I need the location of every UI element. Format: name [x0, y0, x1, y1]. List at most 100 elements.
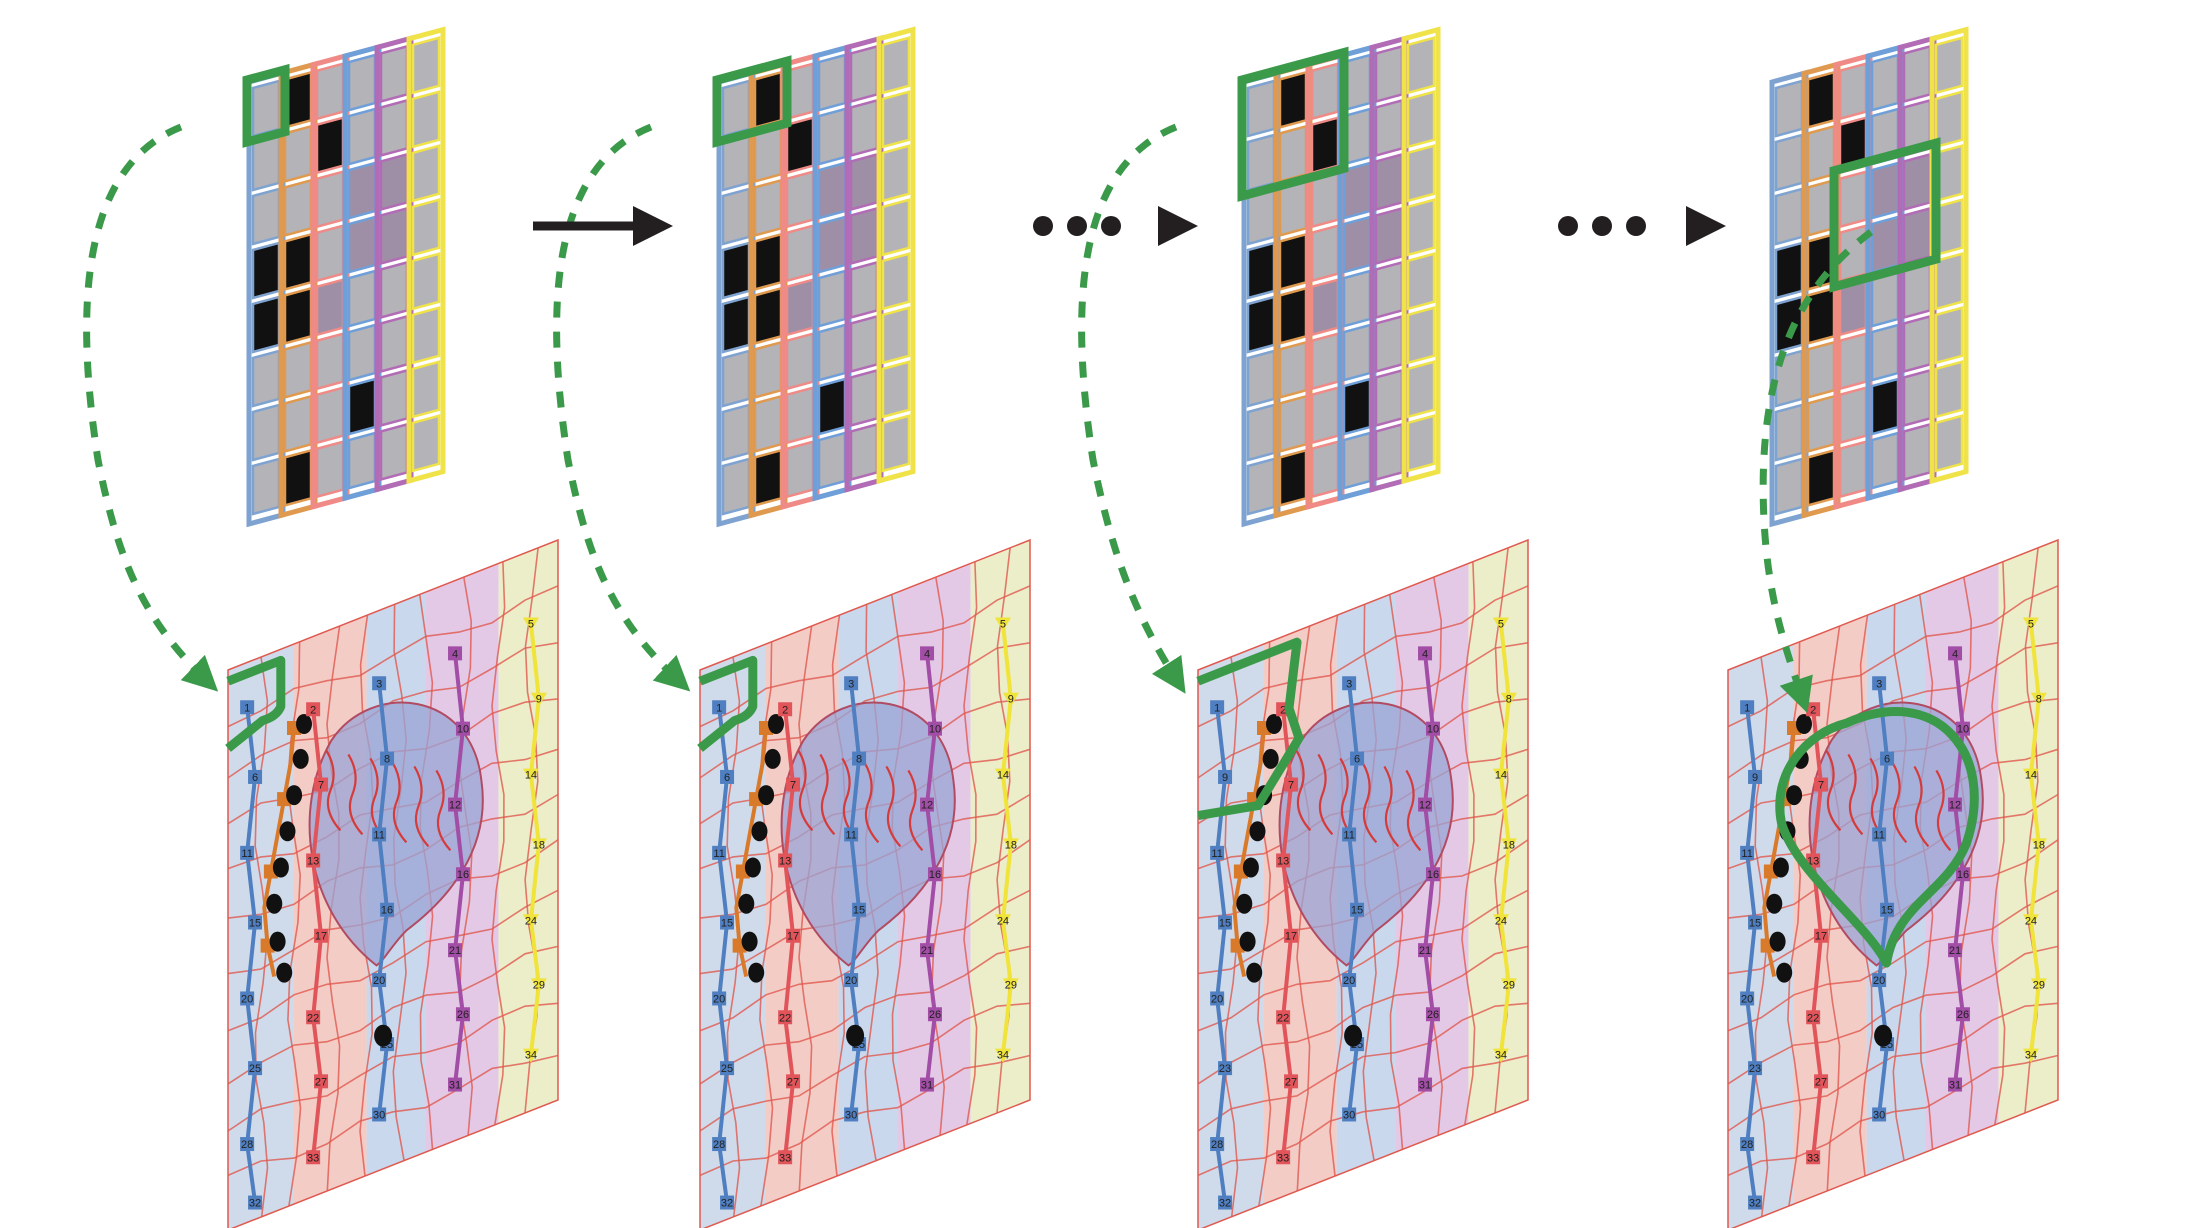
grid-cell-black	[753, 448, 783, 507]
mapping-curve-2	[553, 123, 691, 692]
grid-cell	[881, 360, 911, 419]
node-label: 18	[1005, 839, 1017, 851]
node-marker	[314, 1074, 329, 1089]
node-label: 4	[452, 648, 458, 660]
node-label: 5	[2028, 618, 2034, 630]
black-marker	[1266, 714, 1282, 734]
grid-cell	[1246, 79, 1276, 138]
grid-cell	[379, 44, 409, 104]
node-marker	[1342, 973, 1357, 988]
node-label: 16	[929, 869, 941, 881]
grid-cell	[1774, 79, 1804, 138]
node-marker	[844, 676, 859, 691]
node-marker	[844, 973, 859, 988]
grid-cell	[1310, 440, 1340, 499]
grid-cell	[1406, 306, 1436, 365]
node-marker	[2030, 838, 2047, 853]
node-marker	[1500, 838, 1517, 853]
node-label: 21	[921, 945, 933, 957]
grid-cell-black	[251, 295, 281, 354]
grid-cell	[1342, 215, 1372, 274]
heart-shape	[780, 701, 956, 967]
heart-vessel	[841, 757, 858, 840]
node-label: 33	[779, 1152, 791, 1164]
grid-cell	[1934, 306, 1964, 365]
node-label: 9	[536, 694, 542, 706]
feature-grid-2	[712, 26, 916, 528]
grid-cell-black	[1310, 116, 1340, 175]
mesh-region-5	[1468, 540, 1528, 1124]
grid-cell	[1838, 170, 1868, 229]
node-marker	[1492, 617, 1509, 632]
grid-cell	[1406, 198, 1436, 257]
grid-highlight-box	[712, 55, 792, 148]
node-marker	[1955, 867, 1970, 882]
feature-grid-3	[1237, 26, 1441, 528]
grid-highlight-box	[242, 63, 290, 148]
grid-cell-black	[1870, 377, 1900, 436]
arrow-head	[1158, 206, 1198, 246]
node-marker	[1210, 1137, 1225, 1152]
grid-cell	[1934, 252, 1964, 311]
grid-cell	[817, 53, 847, 112]
black-marker	[286, 785, 303, 806]
node-marker	[712, 1137, 727, 1152]
grid-cell	[1374, 152, 1404, 212]
grid-cell	[1902, 152, 1932, 212]
mesh-edge	[491, 561, 506, 1126]
mesh-panel-2: 1611152025283227131722273338111520253041…	[697, 538, 1031, 1228]
node-marker	[2022, 914, 2039, 929]
black-marker	[758, 785, 775, 806]
heart-shape	[1278, 701, 1454, 967]
node-marker	[1948, 943, 1963, 958]
grid-cell	[347, 53, 377, 112]
black-marker	[1766, 893, 1783, 914]
node-label: 5	[1000, 618, 1006, 630]
black-marker	[1239, 931, 1256, 952]
mesh-panel-1: 1611152025283227131722273338111620253041…	[225, 538, 559, 1228]
black-marker	[1874, 1024, 1893, 1047]
node-marker	[372, 973, 387, 988]
node-label: 17	[1285, 931, 1297, 943]
node-marker	[1425, 867, 1440, 882]
node-label: 13	[307, 855, 319, 867]
heart-vessel	[1891, 761, 1908, 844]
node-marker	[306, 1010, 321, 1025]
grid-cell	[817, 269, 847, 328]
grid-cell	[1934, 414, 1964, 473]
black-marker	[846, 1024, 865, 1047]
heart-vessel	[1935, 769, 1952, 852]
node-marker	[448, 943, 463, 958]
mesh-edge	[1727, 889, 2059, 1032]
grid-cell-black	[1774, 241, 1804, 300]
grid-cell	[315, 224, 345, 283]
node-label: 1	[244, 702, 250, 714]
node-label: 32	[249, 1198, 261, 1210]
node-label: 17	[315, 931, 327, 943]
node-label: 18	[533, 839, 545, 851]
grid-cell	[411, 306, 441, 365]
node-label: 20	[373, 975, 385, 987]
node-marker	[522, 768, 539, 783]
grid-cell	[753, 178, 783, 237]
grid-cell	[849, 98, 879, 158]
node-marker	[248, 915, 263, 930]
node-label: 31	[449, 1080, 461, 1092]
node-label: 1	[1744, 702, 1750, 714]
mesh-edge	[1727, 945, 2059, 1085]
node-label: 3	[848, 678, 854, 690]
grid-cell	[1838, 62, 1868, 121]
node-marker	[1002, 692, 1019, 707]
node-marker	[1218, 1195, 1233, 1210]
grid-cell	[1374, 44, 1404, 104]
grid-cell	[785, 440, 815, 499]
node-label: 22	[307, 1012, 319, 1024]
mesh-region-5	[1998, 540, 2058, 1124]
connector-2	[1033, 206, 1198, 246]
node-label: 18	[2033, 839, 2045, 851]
node-label: 23	[1219, 1063, 1231, 1075]
node-label: 34	[525, 1050, 537, 1062]
node-label: 13	[1277, 855, 1289, 867]
node-marker	[522, 617, 539, 632]
